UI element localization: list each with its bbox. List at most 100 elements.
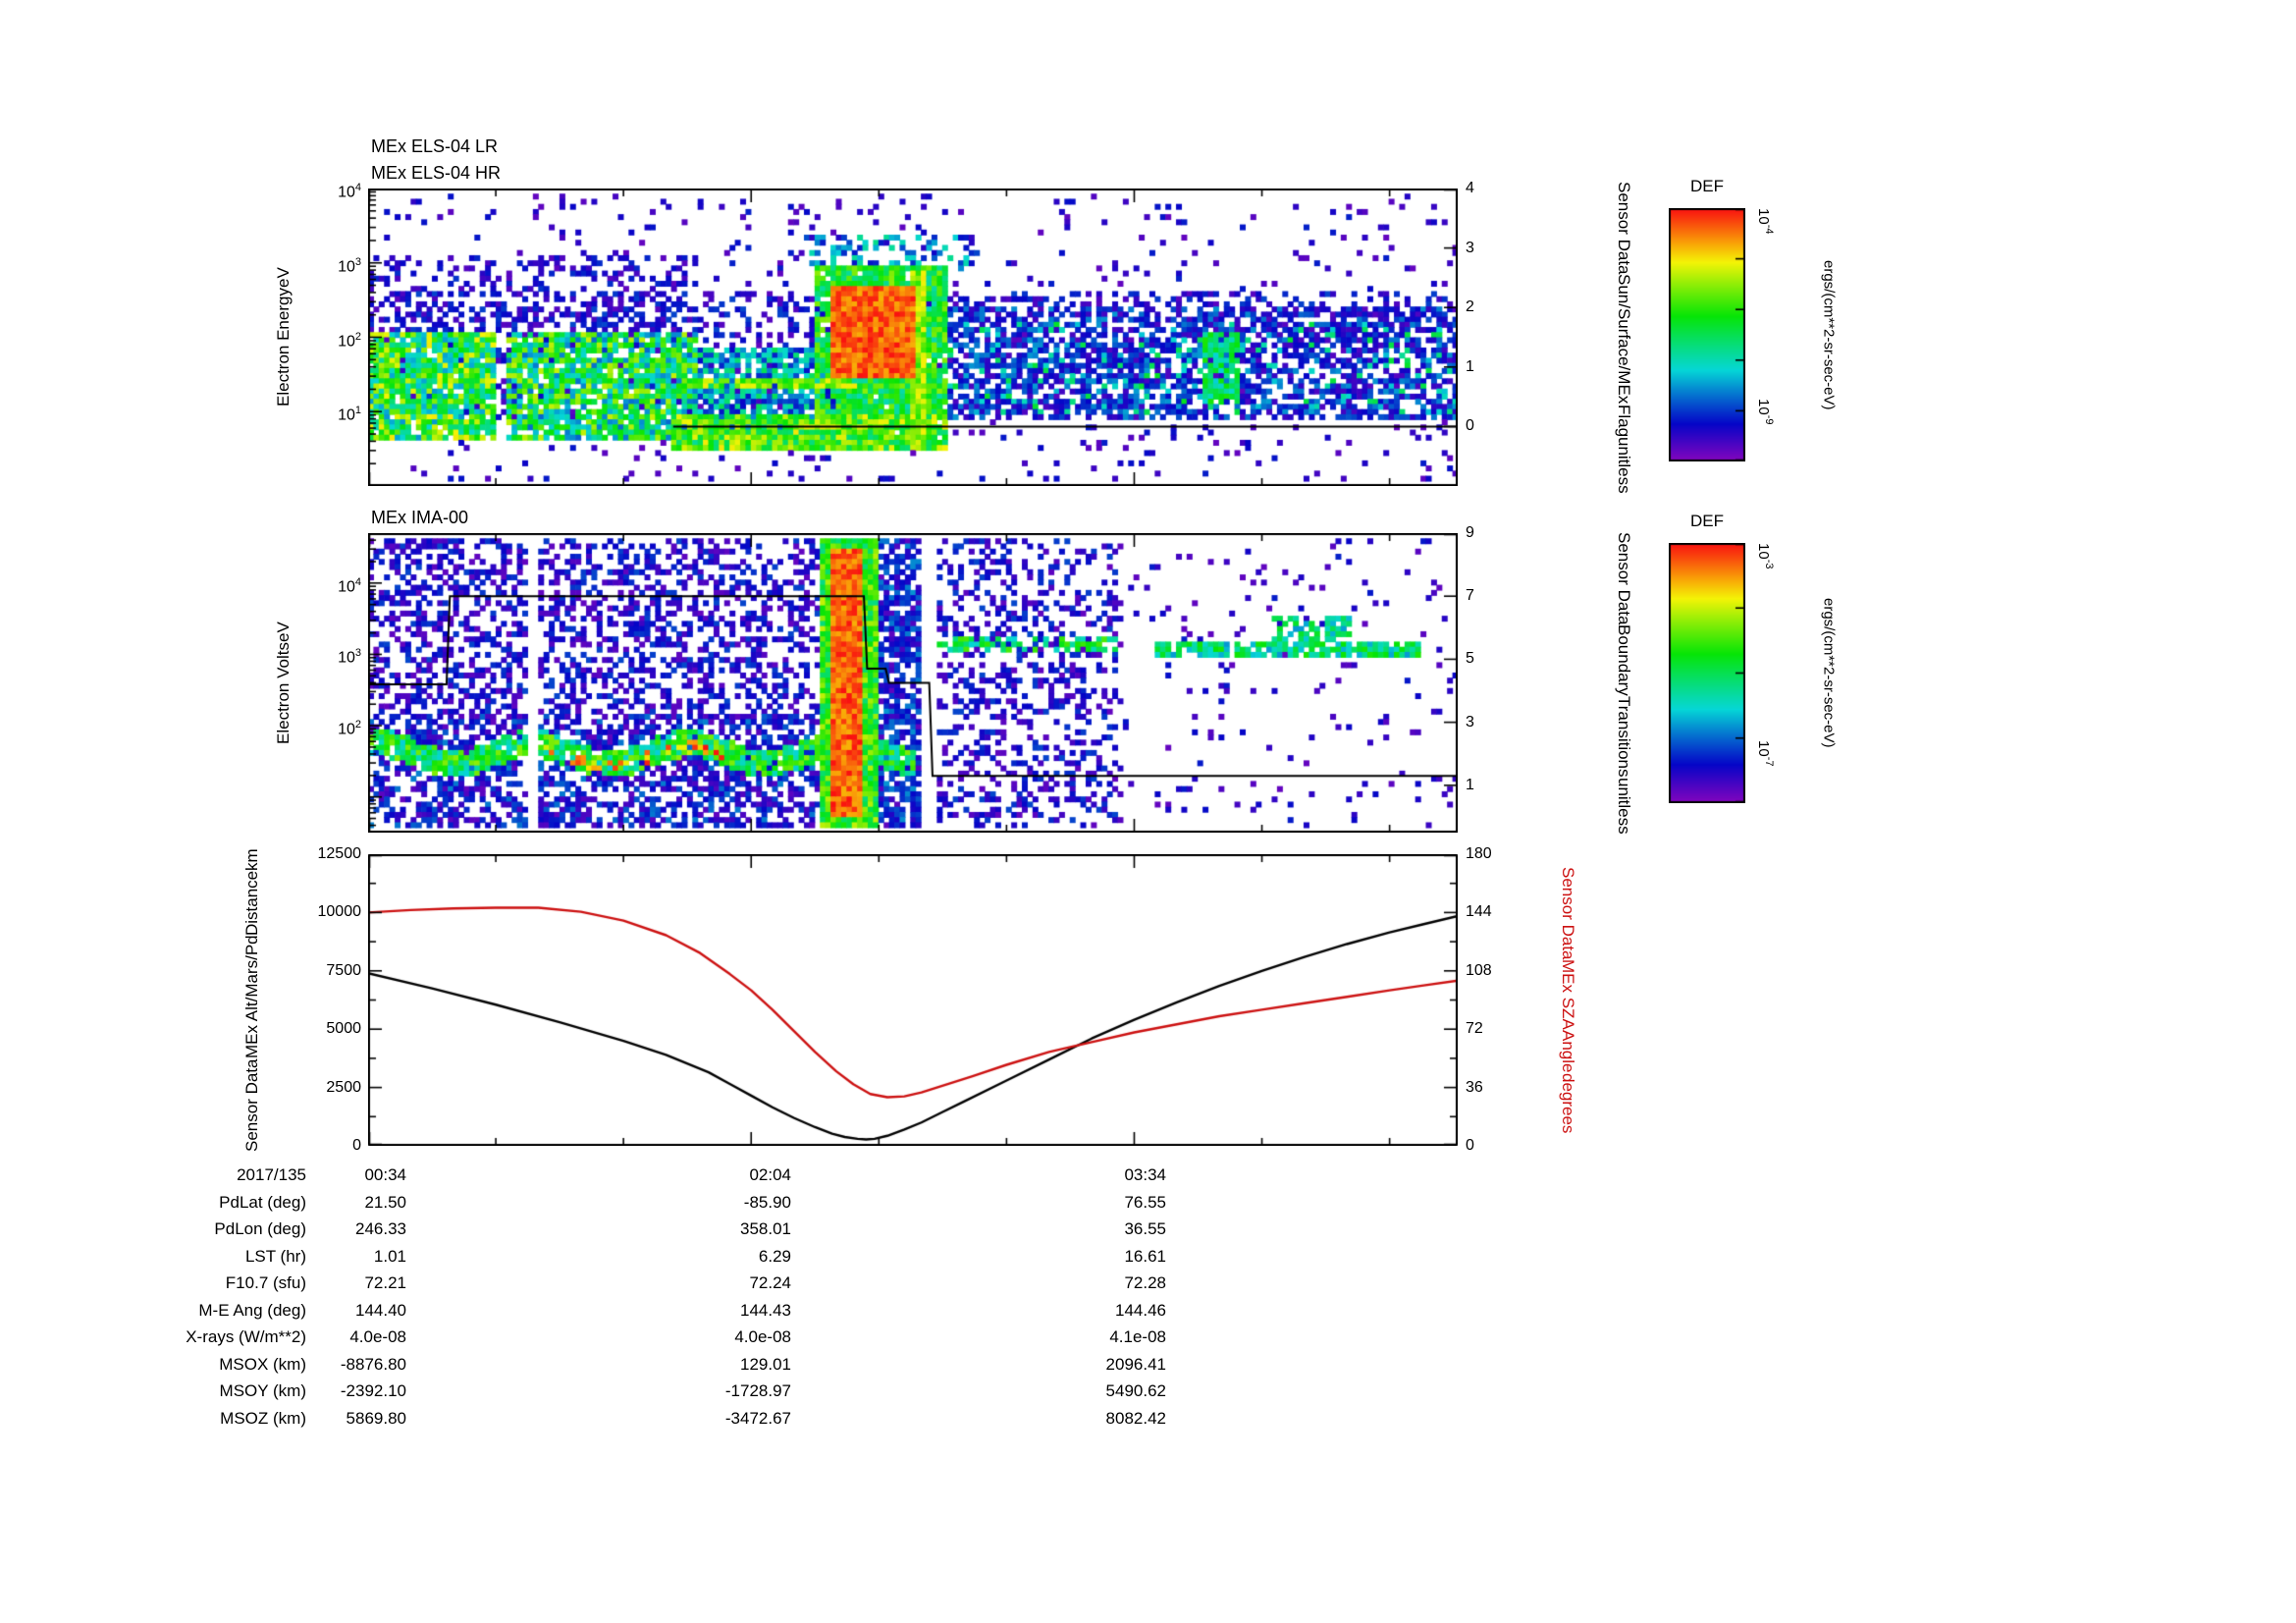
els-ytick-label: 103	[338, 255, 361, 276]
table-cell: 16.61	[1124, 1246, 1166, 1266]
ts-left-tick-label: 5000	[326, 1020, 361, 1038]
table-cell: 76.55	[1124, 1192, 1166, 1212]
table-cell: -85.90	[743, 1192, 791, 1212]
ts-right-axis-label-line1: Sensor Data	[1559, 866, 1577, 960]
els-y-axis-label-line2: eV	[274, 267, 293, 289]
table-cell: 00:34	[364, 1165, 406, 1184]
table-cell: 1.01	[373, 1246, 406, 1266]
colorbar2-title: DEF	[1690, 512, 1724, 530]
ima-spectrogram	[368, 533, 1458, 833]
table-row-label: MSOX (km)	[219, 1354, 306, 1374]
table-cell: -2392.10	[340, 1381, 406, 1400]
table-row-label: 2017/135	[237, 1165, 306, 1184]
els-right-tick-label: 2	[1466, 298, 1474, 316]
ima-right-axis-label-line2: Boundary	[1615, 624, 1633, 697]
table-cell: 21.50	[364, 1192, 406, 1212]
colorbar-2-bottom-label: 10-7	[1755, 740, 1775, 767]
table-cell: -8876.80	[340, 1354, 406, 1374]
els-right-tick-label: 4	[1466, 180, 1474, 196]
table-row-label: LST (hr)	[244, 1246, 306, 1266]
ima-right-tick-label: 3	[1466, 713, 1474, 730]
ts-left-axis-label-line2: MEx Alt/Mars/Pd	[242, 935, 261, 1059]
colorbar2-unit-label: ergs/(cm**2-sr-sec-eV)	[1820, 598, 1838, 748]
ima-right-axis-label-line4: unitless	[1615, 777, 1633, 835]
ima-right-tick-label: 9	[1466, 524, 1474, 541]
ts-left-tick-label: 12500	[317, 845, 362, 862]
timeseries-plot	[368, 854, 1458, 1146]
table-cell: 246.33	[355, 1219, 406, 1238]
ts-left-tick-label: 10000	[317, 903, 362, 921]
ts-left-tick-label: 7500	[326, 961, 361, 979]
table-cell: 8082.42	[1105, 1408, 1166, 1428]
els-right-axis-label-line1: Sensor Data	[1615, 181, 1633, 275]
colorbar-1	[1669, 208, 1745, 461]
table-row-label: M-E Ang (deg)	[198, 1300, 306, 1320]
ts-right-axis-label: Sensor Data MEx SZA Angle degrees	[1517, 854, 1619, 1146]
table-cell: 6.29	[758, 1246, 791, 1266]
ima-ytick-label: 103	[338, 647, 361, 667]
table-cell: 02:04	[749, 1165, 791, 1184]
table-cell: 36.55	[1124, 1219, 1166, 1238]
table-cell: 2096.41	[1105, 1354, 1166, 1374]
colorbar1-title: DEF	[1690, 177, 1724, 195]
els-right-axis-label-line4: unitless	[1615, 436, 1633, 494]
ima-title: MEx IMA-00	[371, 505, 468, 531]
els-right-tick-label: 3	[1466, 239, 1474, 256]
ima-right-tick-label: 1	[1466, 776, 1474, 793]
colorbar-1-top-label: 10-4	[1755, 208, 1775, 235]
ima-right-tick-label: 7	[1466, 587, 1474, 605]
ts-left-tick-label: 0	[352, 1137, 361, 1154]
els-right-tick-label: 0	[1466, 417, 1474, 435]
table-cell: 144.40	[355, 1300, 406, 1320]
els-spectrogram	[368, 189, 1458, 486]
ima-y-axis-label-line2: eV	[274, 622, 293, 642]
ts-left-axis-label-line1: Sensor Data	[242, 1058, 261, 1152]
table-cell: 72.24	[749, 1273, 791, 1292]
table-cell: 5490.62	[1105, 1381, 1166, 1400]
els-title: MEx ELS-04 LR MEx ELS-04 HR	[371, 134, 501, 187]
table-row-label: PdLon (deg)	[214, 1219, 306, 1238]
ts-right-axis-label-line2: MEx SZA	[1559, 959, 1577, 1031]
ima-title-line1: MEx IMA-00	[371, 508, 469, 527]
ima-right-axis-label-line3: Transitions	[1615, 696, 1633, 778]
els-right-axis-label: Sensor Data Sun/Surface/MEx Flag unitles…	[1569, 182, 1679, 494]
colorbar-2-top-label: 10-3	[1755, 543, 1775, 569]
ts-right-tick-label: 0	[1466, 1137, 1474, 1154]
table-row-label: F10.7 (sfu)	[225, 1273, 306, 1292]
ts-right-tick-label: 144	[1466, 903, 1492, 921]
ts-left-axis-label-line3: Distance	[242, 870, 261, 936]
table-row-label: PdLat (deg)	[219, 1192, 306, 1212]
ts-right-tick-label: 36	[1466, 1078, 1483, 1096]
ima-y-axis-label-line1: Electron Volts	[274, 641, 293, 744]
ts-left-axis-label-line4: km	[242, 848, 261, 871]
table-cell: 358.01	[740, 1219, 791, 1238]
els-ytick-label: 101	[338, 405, 361, 424]
els-right-axis-label-line3: Flag	[1615, 404, 1633, 437]
table-cell: -1728.97	[724, 1381, 791, 1400]
ts-left-tick-label: 2500	[326, 1078, 361, 1096]
els-y-axis-label-line1: Electron Energy	[274, 288, 293, 407]
table-row-label: MSOZ (km)	[220, 1408, 306, 1428]
els-title-line1: MEx ELS-04 LR	[371, 136, 499, 156]
table-row-label: X-rays (W/m**2)	[186, 1327, 306, 1346]
table-cell: 72.21	[364, 1273, 406, 1292]
els-ytick-label: 104	[338, 182, 361, 201]
ima-right-tick-label: 5	[1466, 650, 1474, 668]
table-cell: -3472.67	[724, 1408, 791, 1428]
table-row-label: MSOY (km)	[219, 1381, 306, 1400]
table-cell: 4.1e-08	[1109, 1327, 1166, 1346]
ima-ytick-label: 102	[338, 719, 361, 738]
ts-right-tick-label: 108	[1466, 961, 1492, 979]
ts-left-axis-label: Sensor Data MEx Alt/Mars/Pd Distance km	[199, 848, 305, 1152]
colorbar-2	[1669, 543, 1745, 803]
els-title-line2: MEx ELS-04 HR	[371, 163, 502, 183]
table-cell: 5869.80	[346, 1408, 406, 1428]
ima-right-axis-label: Sensor Data Boundary Transitions unitles…	[1569, 532, 1679, 835]
table-cell: 03:34	[1124, 1165, 1166, 1184]
table-cell: 4.0e-08	[734, 1327, 791, 1346]
ts-right-tick-label: 180	[1466, 845, 1492, 862]
table-cell: 72.28	[1124, 1273, 1166, 1292]
colorbar-1-bottom-label: 10-9	[1755, 399, 1775, 425]
ts-right-axis-label-line3: Angle	[1559, 1030, 1577, 1073]
